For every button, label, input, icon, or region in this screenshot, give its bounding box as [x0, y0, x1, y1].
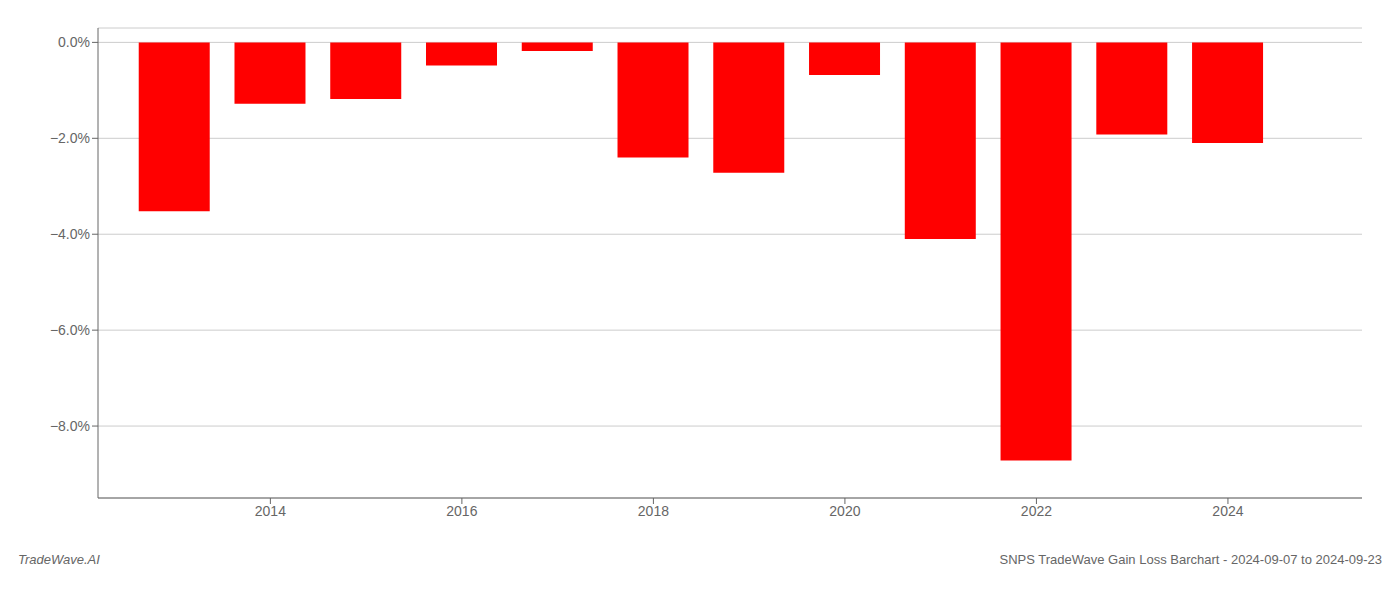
svg-text:2018: 2018	[638, 503, 669, 519]
svg-text:0.0%: 0.0%	[58, 34, 90, 50]
html-text:TradeWave.AI: TradeWave.AI	[18, 552, 100, 567]
svg-text:2024: 2024	[1212, 503, 1243, 519]
svg-text:−2.0%: −2.0%	[50, 130, 90, 146]
svg-text:2022: 2022	[1021, 503, 1052, 519]
svg-text:−8.0%: −8.0%	[50, 418, 90, 434]
svg-text:2016: 2016	[446, 503, 477, 519]
svg-text:−6.0%: −6.0%	[50, 322, 90, 338]
svg-text:2020: 2020	[829, 503, 860, 519]
svg-text:−4.0%: −4.0%	[50, 226, 90, 242]
html-text:SNPS TradeWave Gain Loss Barch: SNPS TradeWave Gain Loss Barchart - 2024…	[999, 552, 1382, 567]
svg-text:2014: 2014	[255, 503, 286, 519]
